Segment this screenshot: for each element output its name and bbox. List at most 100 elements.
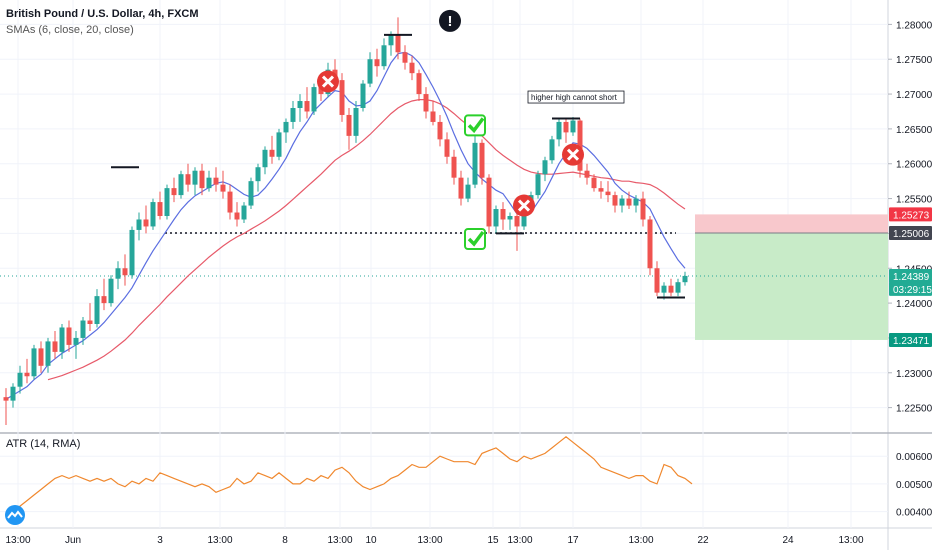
annotation-note: higher high cannot short [527, 90, 625, 104]
candle-body [416, 73, 422, 95]
time-axis-label: 3 [157, 535, 163, 546]
candle-body [276, 132, 282, 157]
candle-body [451, 156, 457, 178]
candle-body [283, 121, 289, 133]
candle-body [108, 278, 114, 304]
candle-body [87, 320, 93, 324]
tradingview-logo-icon[interactable] [4, 504, 26, 526]
candle-body [675, 282, 681, 293]
candle-body [360, 83, 366, 108]
candle-body [605, 191, 611, 196]
candle-body [115, 268, 121, 279]
atr-tick-label: 0.00500 [896, 480, 932, 491]
candle-body [402, 52, 408, 63]
atr-line [5, 436, 693, 516]
candle-body [45, 341, 51, 366]
chart-legend: British Pound / U.S. Dollar, 4h, FXCM SM… [6, 6, 199, 38]
price-tag-label: 1.24389 [893, 272, 930, 283]
time-axis-label: 13:00 [417, 535, 442, 546]
check-icon [464, 114, 486, 137]
time-axis-label: 24 [782, 535, 794, 546]
price-tick-label: 1.24000 [896, 299, 932, 310]
candle-body [549, 139, 555, 161]
price-tag-label: 1.23471 [893, 336, 930, 347]
candle-body [353, 108, 359, 136]
candle-body [297, 101, 303, 108]
candle-body [31, 348, 37, 377]
candle-body [199, 170, 205, 189]
candle-body [213, 177, 219, 185]
cross-icon [562, 143, 584, 166]
time-axis-label: 15 [487, 535, 499, 546]
candle-body [122, 268, 128, 276]
cross-icon-x [517, 199, 531, 212]
annotation-note-text: higher high cannot short [531, 93, 618, 102]
candle-body [227, 191, 233, 213]
price-tag-level: 1.25006 [889, 226, 932, 241]
price-tag-label: 1.25006 [893, 229, 930, 240]
candle-body [479, 142, 485, 178]
price-tick-label: 1.28000 [896, 20, 932, 31]
time-axis-label: 17 [567, 535, 579, 546]
candle-body [556, 121, 562, 140]
candle-body [66, 327, 72, 345]
candle-body [255, 167, 261, 182]
candle-body [395, 34, 401, 53]
candle-body [514, 216, 520, 227]
candle-body [486, 177, 492, 227]
candle-body [612, 195, 618, 206]
candle-body [73, 337, 79, 345]
candle-body [444, 139, 450, 157]
candle-body [619, 198, 625, 206]
candle-body [248, 181, 254, 206]
candle-body [52, 341, 58, 352]
candle-body [661, 285, 667, 293]
time-axis-label: 13:00 [507, 535, 532, 546]
time-axis-label: 10 [365, 535, 377, 546]
price-tag-box [889, 281, 932, 296]
candle-body [458, 177, 464, 199]
candle-body [129, 229, 135, 276]
cross-icon-x [321, 75, 335, 88]
price-tick-label: 1.25500 [896, 195, 932, 206]
candle-body [38, 348, 44, 366]
alert-icon: ! [439, 9, 461, 32]
candle-body [220, 184, 226, 192]
price-tick-label: 1.23000 [896, 369, 932, 380]
candle-body [577, 120, 583, 171]
candle-body [563, 121, 569, 133]
candle-body [367, 59, 373, 84]
cross-icon [513, 194, 535, 217]
candle-body [262, 149, 268, 168]
candle-body [500, 209, 506, 220]
atr-legend: ATR (14, RMA) [6, 438, 81, 450]
price-tag-countdown: 03:29:15 [889, 281, 932, 296]
price-tick-label: 1.27500 [896, 55, 932, 66]
candle-body [668, 285, 674, 293]
cross-icon [317, 70, 339, 93]
candle-body [584, 170, 590, 178]
candle-body [136, 219, 142, 230]
candle-body [346, 114, 352, 136]
candle-body [633, 198, 639, 206]
candle-body [535, 174, 541, 196]
price-tag-box [889, 226, 932, 241]
price-tag-label: 03:29:15 [893, 285, 932, 296]
candle-body [157, 202, 163, 216]
time-axis-label: 13:00 [628, 535, 653, 546]
candle-body [171, 188, 177, 196]
price-tick-label: 1.26500 [896, 125, 932, 136]
check-icon-mark [467, 117, 485, 134]
price-tag-label: 1.25273 [893, 210, 930, 221]
candle-body [640, 198, 646, 220]
time-axis-label: 13:00 [207, 535, 232, 546]
candle-body [311, 87, 317, 112]
candle-body [654, 268, 660, 293]
candle-body [570, 120, 576, 133]
candle-body [493, 209, 499, 227]
candle-body [178, 174, 184, 196]
price-tick-label: 1.22500 [896, 404, 932, 415]
time-axis-label: 8 [282, 535, 288, 546]
price-tag-box [889, 268, 932, 283]
